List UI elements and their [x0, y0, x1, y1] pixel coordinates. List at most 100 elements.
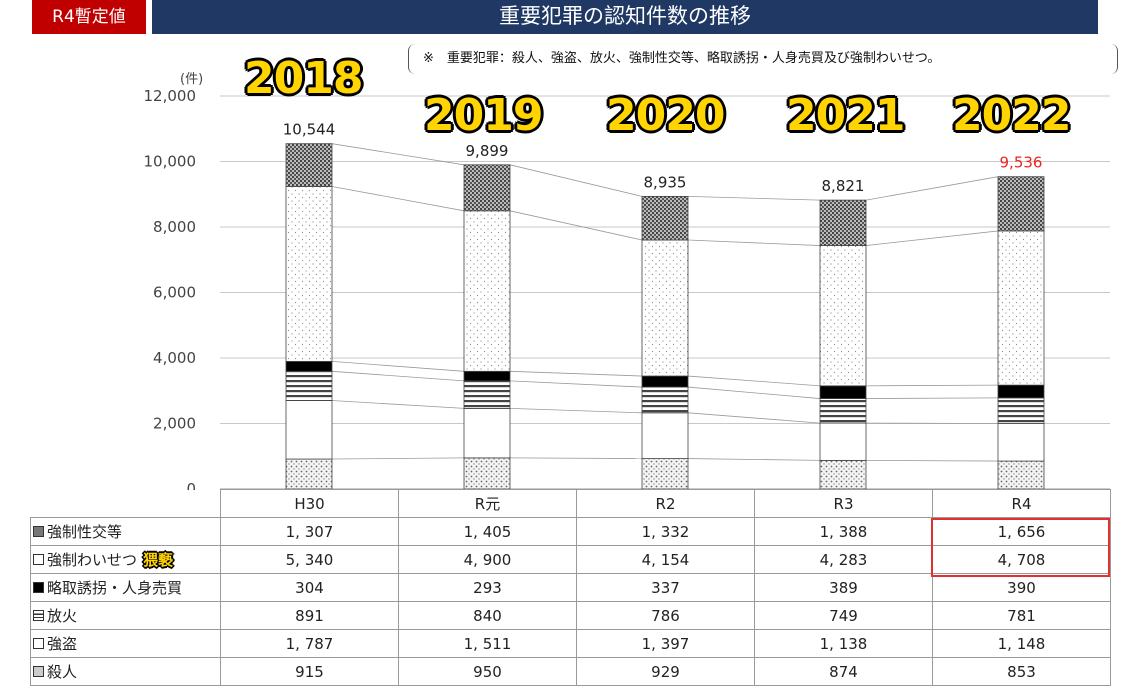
series-connector [865, 384, 999, 387]
bar-segment [463, 210, 511, 372]
bar-segment [819, 245, 867, 387]
table-cell: 1, 787 [220, 629, 399, 658]
series-connector [865, 176, 999, 201]
bar-segment [997, 460, 1045, 490]
series-connector [509, 370, 643, 377]
table-cell: 293 [398, 573, 577, 602]
table-cell: 781 [932, 601, 1111, 630]
table-cell: 929 [576, 657, 755, 686]
category-label: R4 [932, 489, 1111, 518]
y-tick-label: 12,000 [144, 87, 197, 105]
table-cell: 389 [754, 573, 933, 602]
bar-segment [285, 458, 333, 490]
y-tick-label: 8,000 [153, 218, 196, 236]
white-swatch-icon [33, 638, 44, 649]
y-tick-label: 6,000 [153, 284, 196, 302]
table-row-rape: 強制性交等 1, 307 1, 405 1, 332 1, 388 1, 656 [30, 517, 1111, 546]
bar-segment [641, 375, 689, 388]
table-row-robbery: 強盗 1, 787 1, 511 1, 397 1, 138 1, 148 [30, 629, 1111, 658]
bar-segment [997, 176, 1045, 232]
row-label: 放火 [30, 601, 221, 630]
bar-segment [997, 397, 1045, 424]
table-cell: 853 [932, 657, 1111, 686]
bar-segment [463, 408, 511, 459]
row-label: 強盗 [30, 629, 221, 658]
table-cell: 786 [576, 601, 755, 630]
bar-segment [819, 422, 867, 461]
table-cell: 749 [754, 601, 933, 630]
bar-segment [819, 398, 867, 424]
table-cell: 1, 405 [398, 517, 577, 546]
bar-segment [641, 239, 689, 377]
category-label: R3 [754, 489, 933, 518]
row-label: 強制わいせつ 猥褻 [30, 545, 221, 574]
bar-segment [285, 370, 333, 401]
series-connector [509, 164, 643, 197]
series-connector [687, 386, 821, 399]
series-connector [509, 210, 643, 241]
table-cell: 874 [754, 657, 933, 686]
table-cell: 1, 148 [932, 629, 1111, 658]
table-cell: 337 [576, 573, 755, 602]
table-cell: 4, 708 [932, 545, 1111, 574]
bar-segment [819, 459, 867, 490]
total-label: 8,821 [822, 177, 865, 195]
bar-segment [463, 457, 511, 490]
table-cell: 1, 656 [932, 517, 1111, 546]
total-label: 9,536 [1000, 154, 1043, 172]
series-name: 放火 [47, 607, 78, 625]
crosshatch-swatch-icon [33, 526, 44, 537]
table-cell: 304 [220, 573, 399, 602]
category-label: R2 [576, 489, 755, 518]
table-cell: 4, 154 [576, 545, 755, 574]
bar-segment [997, 423, 1045, 462]
year-overlay-2019: 2019 [424, 90, 543, 141]
definition-note: ※ 重要犯罪：殺人、強盗、放火、強制性交等、略取誘拐・人身売買及び強制わいせつ。 [408, 44, 1118, 74]
bar-segment [463, 380, 511, 409]
series-connector [687, 195, 821, 201]
bar-segment [641, 458, 689, 490]
row-label: 殺人 [30, 657, 221, 686]
table-cell: 891 [220, 601, 399, 630]
series-name: 殺人 [47, 663, 78, 681]
table-cell: 1, 388 [754, 517, 933, 546]
table-cell: 950 [398, 657, 577, 686]
bar-segment [285, 186, 333, 362]
black-swatch-icon [33, 582, 44, 593]
sticker-label: 猥褻 [143, 551, 174, 569]
dotted-swatch-icon [33, 554, 44, 565]
series-connector [865, 230, 999, 246]
table-cell: 1, 397 [576, 629, 755, 658]
chart-title: 重要犯罪の認知件数の推移 [152, 0, 1098, 34]
table-cell: 4, 900 [398, 545, 577, 574]
row-label: 強制性交等 [30, 517, 221, 546]
y-tick-label: 4,000 [153, 349, 196, 367]
table-cell: 1, 307 [220, 517, 399, 546]
bar-segment [819, 199, 867, 246]
y-tick-label: 10,000 [144, 153, 197, 171]
table-cell: 1, 511 [398, 629, 577, 658]
table-header-row: H30 R元 R2 R3 R4 [30, 489, 1111, 518]
bar-segment [641, 195, 689, 241]
striped-swatch-icon [33, 610, 44, 621]
series-connector [865, 459, 999, 462]
table-cell: 4, 283 [754, 545, 933, 574]
year-overlay-2021: 2021 [786, 90, 905, 141]
series-connector [331, 457, 465, 460]
series-name: 略取誘拐・人身売買 [47, 579, 183, 597]
provisional-badge: R4暫定値 [32, 0, 146, 34]
table-row-kidnapping: 略取誘拐・人身売買 304 293 337 389 390 [30, 573, 1111, 602]
table-cell: 1, 138 [754, 629, 933, 658]
table-row-indecent-assault: 強制わいせつ 猥褻 5, 340 4, 900 4, 154 4, 283 4, … [30, 545, 1111, 574]
series-connector [509, 408, 643, 414]
stacked-bar-chart: 0 2,000 4,000 6,000 8,000 10,000 12,000 10,544… [144, 87, 1110, 490]
series-connector [687, 239, 821, 246]
bar-segment [285, 360, 333, 372]
bar-segment [997, 230, 1045, 386]
category-label: H30 [220, 489, 399, 518]
year-overlay-2022: 2022 [952, 90, 1071, 141]
bar-segment [641, 386, 689, 414]
bar-segment [285, 400, 333, 460]
table-row-murder: 殺人 915 950 929 874 853 [30, 657, 1111, 686]
series-name: 強制わいせつ [47, 551, 138, 569]
